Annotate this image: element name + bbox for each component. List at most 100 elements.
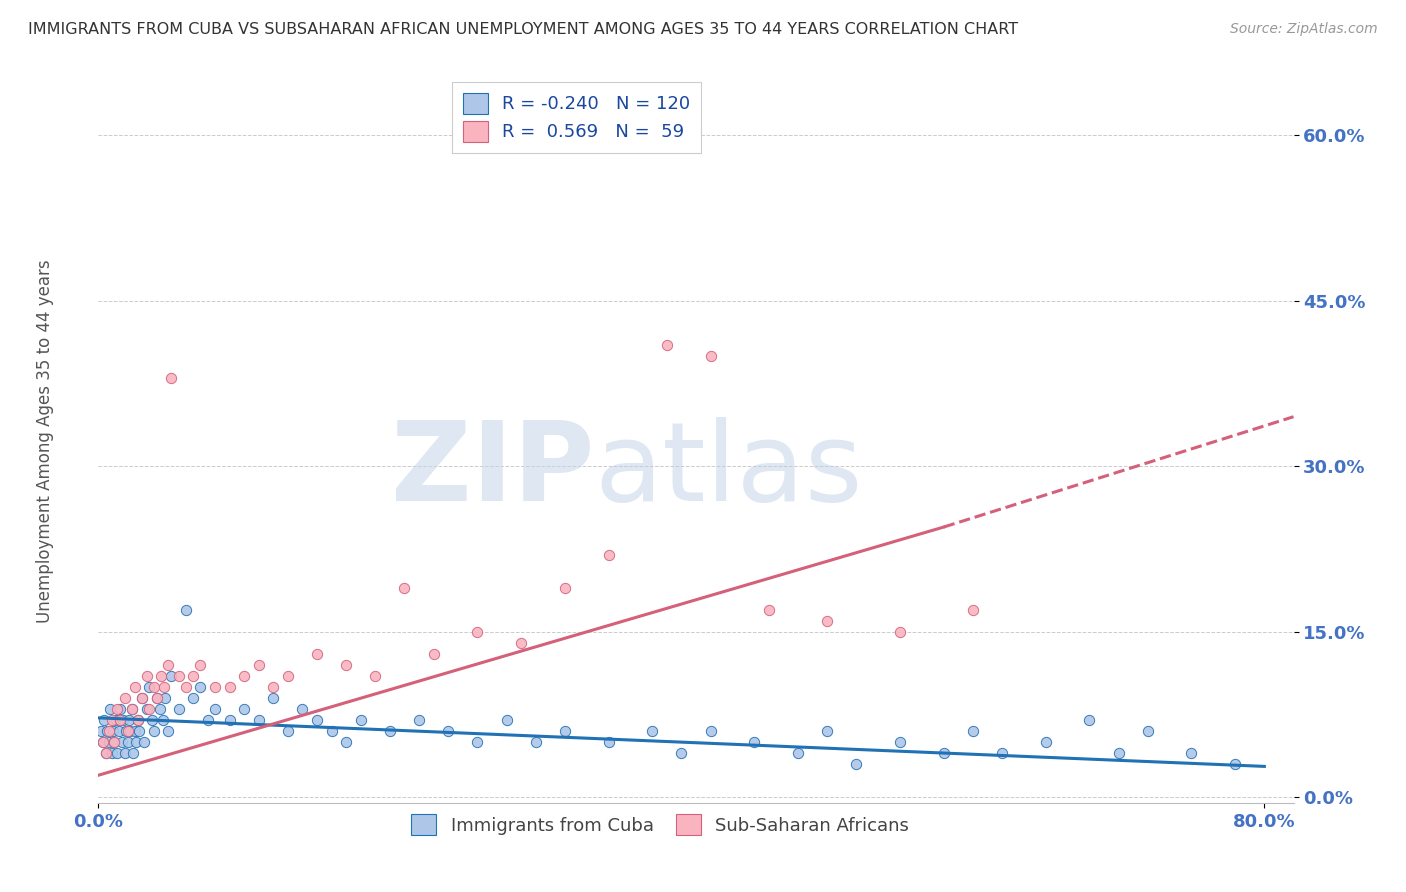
- Point: [138, 702, 160, 716]
- Point: [150, 669, 173, 683]
- Point: [204, 680, 226, 694]
- Point: [845, 757, 868, 772]
- Point: [408, 713, 430, 727]
- Point: [699, 724, 721, 739]
- Point: [104, 713, 127, 727]
- Point: [787, 746, 810, 760]
- Point: [233, 669, 256, 683]
- Point: [124, 724, 146, 739]
- Point: [91, 735, 114, 749]
- Point: [149, 702, 172, 716]
- Point: [437, 724, 460, 739]
- Point: [142, 724, 165, 739]
- Point: [110, 702, 132, 716]
- Point: [145, 691, 167, 706]
- Point: [262, 680, 284, 694]
- Point: [815, 724, 838, 739]
- Point: [305, 713, 328, 727]
- Point: [889, 624, 911, 639]
- Point: [1035, 735, 1057, 749]
- Point: [93, 713, 115, 727]
- Point: [321, 724, 343, 739]
- Point: [160, 669, 183, 683]
- Point: [131, 691, 153, 706]
- Point: [262, 691, 284, 706]
- Point: [124, 680, 146, 694]
- Point: [699, 349, 721, 363]
- Point: [467, 735, 489, 749]
- Point: [103, 735, 125, 749]
- Point: [174, 603, 197, 617]
- Point: [350, 713, 373, 727]
- Point: [495, 713, 517, 727]
- Point: [100, 713, 122, 727]
- Point: [204, 702, 226, 716]
- Point: [991, 746, 1014, 760]
- Point: [962, 724, 984, 739]
- Point: [1078, 713, 1101, 727]
- Point: [120, 724, 142, 739]
- Point: [335, 735, 357, 749]
- Point: [742, 735, 765, 749]
- Point: [117, 724, 139, 739]
- Point: [114, 691, 136, 706]
- Point: [138, 680, 160, 694]
- Point: [94, 746, 117, 760]
- Point: [378, 724, 401, 739]
- Point: [932, 746, 955, 760]
- Point: [135, 669, 157, 683]
- Point: [91, 735, 114, 749]
- Point: [467, 624, 489, 639]
- Point: [125, 735, 148, 749]
- Point: [114, 746, 136, 760]
- Point: [190, 680, 212, 694]
- Point: [167, 702, 190, 716]
- Point: [181, 691, 204, 706]
- Point: [97, 735, 120, 749]
- Point: [1108, 746, 1130, 760]
- Point: [1225, 757, 1247, 772]
- Point: [132, 735, 155, 749]
- Point: [135, 702, 157, 716]
- Point: [305, 647, 328, 661]
- Point: [181, 669, 204, 683]
- Point: [641, 724, 664, 739]
- Point: [190, 657, 212, 672]
- Point: [247, 657, 270, 672]
- Point: [155, 691, 177, 706]
- Point: [655, 338, 678, 352]
- Point: [962, 603, 984, 617]
- Point: [598, 548, 620, 562]
- Point: [364, 669, 387, 683]
- Point: [131, 691, 153, 706]
- Point: [122, 746, 145, 760]
- Point: [335, 657, 357, 672]
- Point: [111, 735, 134, 749]
- Text: Unemployment Among Ages 35 to 44 years: Unemployment Among Ages 35 to 44 years: [35, 260, 53, 624]
- Point: [121, 702, 143, 716]
- Point: [117, 735, 139, 749]
- Point: [94, 746, 117, 760]
- Point: [174, 680, 197, 694]
- Text: ZIP: ZIP: [391, 417, 595, 524]
- Point: [1180, 746, 1202, 760]
- Point: [889, 735, 911, 749]
- Point: [103, 735, 125, 749]
- Point: [118, 713, 141, 727]
- Point: [554, 724, 576, 739]
- Point: [142, 680, 165, 694]
- Point: [128, 724, 150, 739]
- Point: [394, 581, 416, 595]
- Legend: Immigrants from Cuba, Sub-Saharan Africans: Immigrants from Cuba, Sub-Saharan Africa…: [402, 805, 918, 845]
- Point: [277, 724, 299, 739]
- Point: [98, 702, 121, 716]
- Point: [153, 680, 176, 694]
- Point: [167, 669, 190, 683]
- Point: [422, 647, 444, 661]
- Point: [157, 657, 180, 672]
- Point: [100, 746, 122, 760]
- Point: [671, 746, 693, 760]
- Point: [90, 724, 112, 739]
- Point: [105, 746, 128, 760]
- Point: [97, 724, 120, 739]
